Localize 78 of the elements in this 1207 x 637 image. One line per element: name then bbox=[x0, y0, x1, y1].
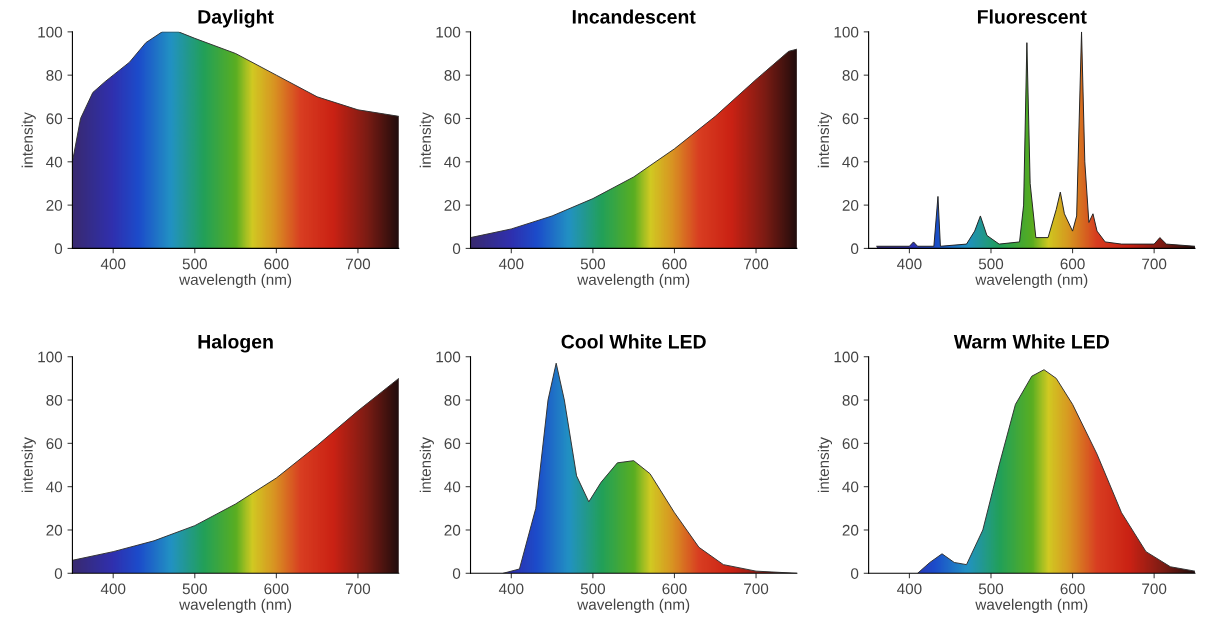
y-tick-label: 20 bbox=[842, 199, 859, 211]
y-tick-label: 80 bbox=[46, 394, 63, 406]
x-tick-label: 400 bbox=[897, 258, 922, 270]
y-tick-label: 40 bbox=[444, 156, 461, 168]
x-tick-label: 400 bbox=[897, 583, 922, 595]
y-tick-label: 0 bbox=[54, 243, 63, 255]
x-axis-title: wavelength (nm) bbox=[577, 598, 690, 613]
chart-title: Cool White LED bbox=[561, 334, 706, 349]
y-tick-label: 20 bbox=[46, 199, 63, 211]
x-tick-label: 500 bbox=[182, 258, 207, 270]
chart-title: Halogen bbox=[198, 334, 273, 353]
y-tick-label: 100 bbox=[436, 26, 461, 38]
y-tick-label: 80 bbox=[444, 70, 461, 81]
y-tick-label: 20 bbox=[842, 524, 859, 536]
y-tick-label: 80 bbox=[444, 394, 461, 406]
x-axis-title: wavelength (nm) bbox=[975, 273, 1088, 289]
x-tick-label: 600 bbox=[1060, 258, 1085, 270]
y-axis-title: intensity bbox=[419, 112, 434, 168]
y-tick-label: 100 bbox=[436, 351, 461, 363]
x-tick-label: 400 bbox=[498, 258, 524, 270]
y-tick-label: 40 bbox=[46, 481, 63, 493]
chart-title: Daylight bbox=[198, 9, 274, 28]
x-tick-label: 600 bbox=[662, 258, 687, 270]
y-tick-label: 60 bbox=[444, 113, 461, 125]
y-tick-label: 0 bbox=[452, 243, 461, 255]
x-tick-label: 700 bbox=[744, 258, 769, 270]
x-tick-label: 600 bbox=[264, 583, 289, 595]
y-tick-label: 40 bbox=[46, 156, 63, 168]
x-tick-label: 600 bbox=[264, 258, 289, 270]
x-tick-label: 500 bbox=[580, 258, 606, 270]
y-axis-title: intensity bbox=[817, 112, 833, 168]
y-tick-label: 60 bbox=[46, 113, 63, 125]
x-tick-label: 500 bbox=[580, 583, 606, 595]
y-tick-label: 0 bbox=[851, 568, 859, 579]
chart-title: Fluorescent bbox=[977, 9, 1087, 24]
y-tick-label: 0 bbox=[452, 568, 461, 579]
y-axis-title: intensity bbox=[817, 437, 833, 493]
x-axis-title: wavelength (nm) bbox=[577, 273, 690, 289]
x-tick-label: 700 bbox=[1142, 258, 1167, 270]
y-axis-title: intensity bbox=[21, 112, 36, 168]
y-tick-label: 60 bbox=[842, 113, 859, 125]
x-tick-label: 700 bbox=[345, 258, 371, 270]
x-tick-label: 400 bbox=[100, 583, 126, 595]
y-tick-label: 80 bbox=[46, 70, 63, 81]
y-tick-label: 0 bbox=[851, 243, 859, 255]
y-tick-label: 60 bbox=[842, 438, 859, 450]
x-axis-title: wavelength (nm) bbox=[179, 273, 292, 289]
y-tick-label: 100 bbox=[834, 351, 859, 363]
y-tick-label: 60 bbox=[444, 438, 461, 450]
y-tick-label: 100 bbox=[38, 26, 63, 38]
y-tick-label: 40 bbox=[842, 156, 859, 168]
x-tick-label: 600 bbox=[1060, 583, 1085, 595]
chart-title: Warm White LED bbox=[953, 334, 1109, 349]
x-tick-label: 700 bbox=[1142, 583, 1167, 595]
y-tick-label: 0 bbox=[54, 568, 63, 579]
y-tick-label: 40 bbox=[842, 481, 859, 493]
x-axis-title: wavelength (nm) bbox=[179, 598, 292, 613]
x-tick-label: 600 bbox=[662, 583, 687, 595]
y-tick-label: 20 bbox=[444, 199, 461, 211]
x-tick-label: 500 bbox=[978, 583, 1004, 595]
y-tick-label: 20 bbox=[46, 524, 63, 536]
y-tick-label: 20 bbox=[444, 524, 461, 536]
y-axis-title: intensity bbox=[419, 437, 434, 493]
y-tick-label: 80 bbox=[842, 394, 859, 406]
y-tick-label: 60 bbox=[46, 438, 63, 450]
x-tick-label: 500 bbox=[182, 583, 207, 595]
x-tick-label: 700 bbox=[744, 583, 769, 595]
y-axis-title: intensity bbox=[21, 437, 36, 493]
y-tick-label: 40 bbox=[444, 481, 461, 493]
chart-title: Incandescent bbox=[572, 9, 696, 24]
y-tick-label: 80 bbox=[842, 70, 859, 81]
y-tick-label: 100 bbox=[38, 351, 63, 363]
x-tick-label: 700 bbox=[345, 583, 371, 595]
y-tick-label: 100 bbox=[834, 26, 859, 38]
x-tick-label: 500 bbox=[978, 258, 1004, 270]
x-axis-title: wavelength (nm) bbox=[975, 598, 1088, 613]
x-tick-label: 400 bbox=[100, 258, 126, 270]
x-tick-label: 400 bbox=[498, 583, 524, 595]
